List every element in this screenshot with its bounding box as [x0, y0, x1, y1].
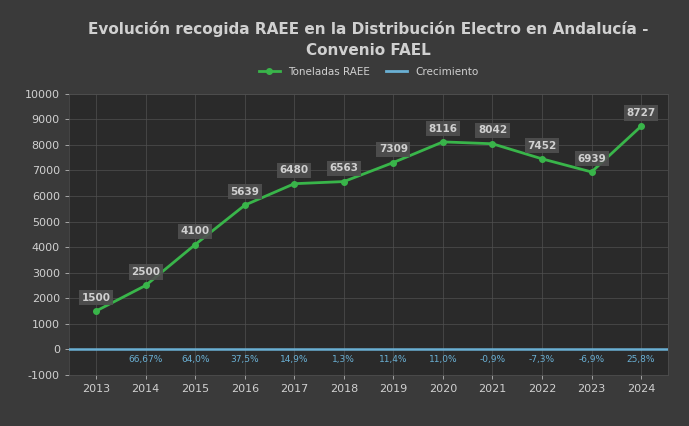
- Text: 6563: 6563: [329, 163, 358, 173]
- Text: 8116: 8116: [429, 124, 457, 133]
- Text: 5639: 5639: [230, 187, 259, 197]
- Text: 11,4%: 11,4%: [379, 354, 408, 363]
- Text: 1500: 1500: [82, 293, 111, 302]
- Text: 8727: 8727: [626, 108, 656, 118]
- Text: 7452: 7452: [527, 141, 557, 150]
- Text: 4100: 4100: [181, 226, 209, 236]
- Text: 11,0%: 11,0%: [429, 354, 457, 363]
- Text: 6939: 6939: [577, 154, 606, 164]
- Text: 25,8%: 25,8%: [627, 354, 655, 363]
- Text: 66,67%: 66,67%: [129, 354, 163, 363]
- Text: 64,0%: 64,0%: [181, 354, 209, 363]
- Title: Evolución recogida RAEE en la Distribución Electro en Andalucía -
Convenio FAEL: Evolución recogida RAEE en la Distribuci…: [88, 21, 649, 58]
- Text: -7,3%: -7,3%: [529, 354, 555, 363]
- Text: 14,9%: 14,9%: [280, 354, 309, 363]
- Text: -6,9%: -6,9%: [579, 354, 605, 363]
- Text: 1,3%: 1,3%: [332, 354, 356, 363]
- Text: 7309: 7309: [379, 144, 408, 154]
- Text: 6480: 6480: [280, 165, 309, 176]
- Text: 37,5%: 37,5%: [230, 354, 259, 363]
- Legend: Toneladas RAEE, Crecimiento: Toneladas RAEE, Crecimiento: [255, 62, 482, 81]
- Text: -0,9%: -0,9%: [480, 354, 506, 363]
- Text: 2500: 2500: [131, 267, 160, 277]
- Text: 8042: 8042: [478, 125, 507, 135]
